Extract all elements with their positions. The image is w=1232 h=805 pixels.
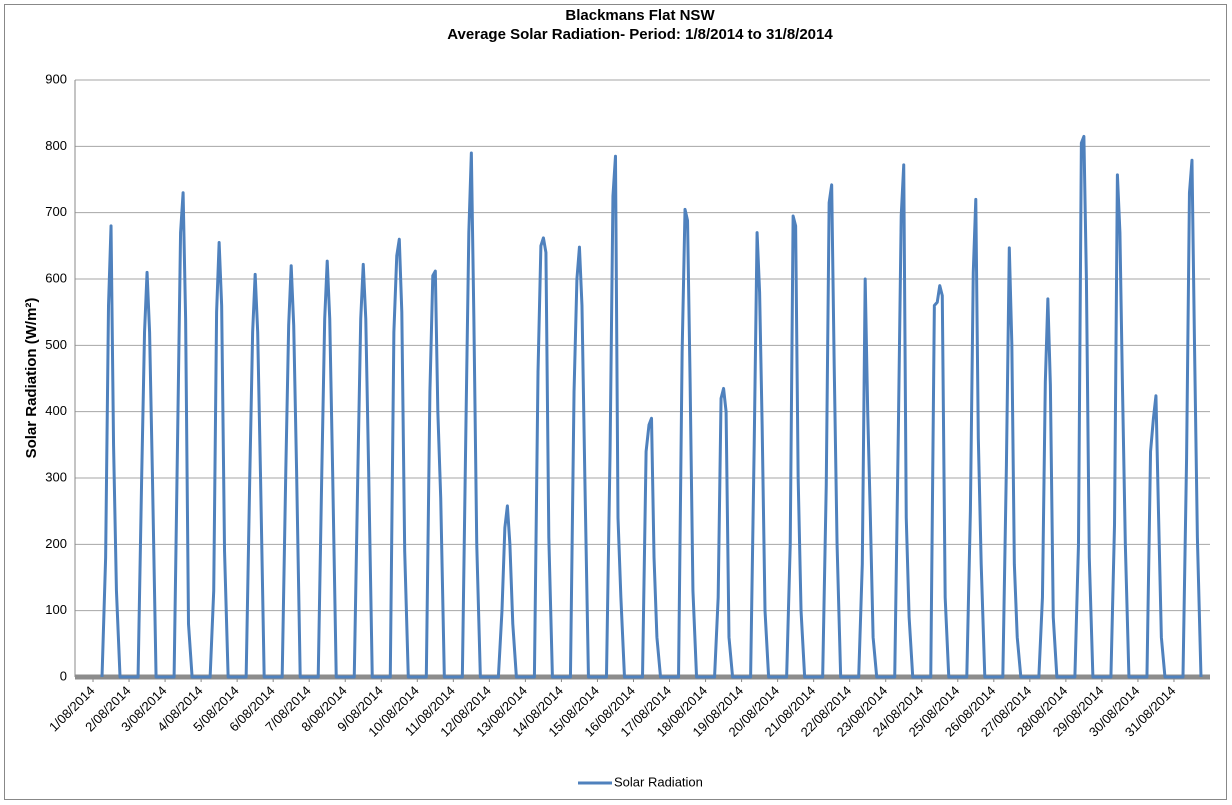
chart-border: [4, 4, 1227, 800]
y-tick-label: 700: [45, 204, 67, 219]
y-axis-label: Solar Radiation (W/m²): [23, 298, 40, 459]
data-line: [100, 134, 1203, 679]
y-tick-label: 400: [45, 403, 67, 418]
chart-title: Blackmans Flat NSW: [565, 7, 715, 24]
y-tick-label: 200: [45, 536, 67, 551]
y-tick-label: 900: [45, 71, 67, 86]
y-tick-label: 0: [60, 668, 67, 683]
y-tick-label: 300: [45, 469, 67, 484]
y-tick-label: 500: [45, 337, 67, 352]
chart-subtitle: Average Solar Radiation- Period: 1/8/201…: [447, 26, 833, 43]
y-tick-label: 100: [45, 602, 67, 617]
y-tick-label: 600: [45, 270, 67, 285]
legend-label: Solar Radiation: [614, 774, 703, 789]
y-tick-label: 800: [45, 138, 67, 153]
